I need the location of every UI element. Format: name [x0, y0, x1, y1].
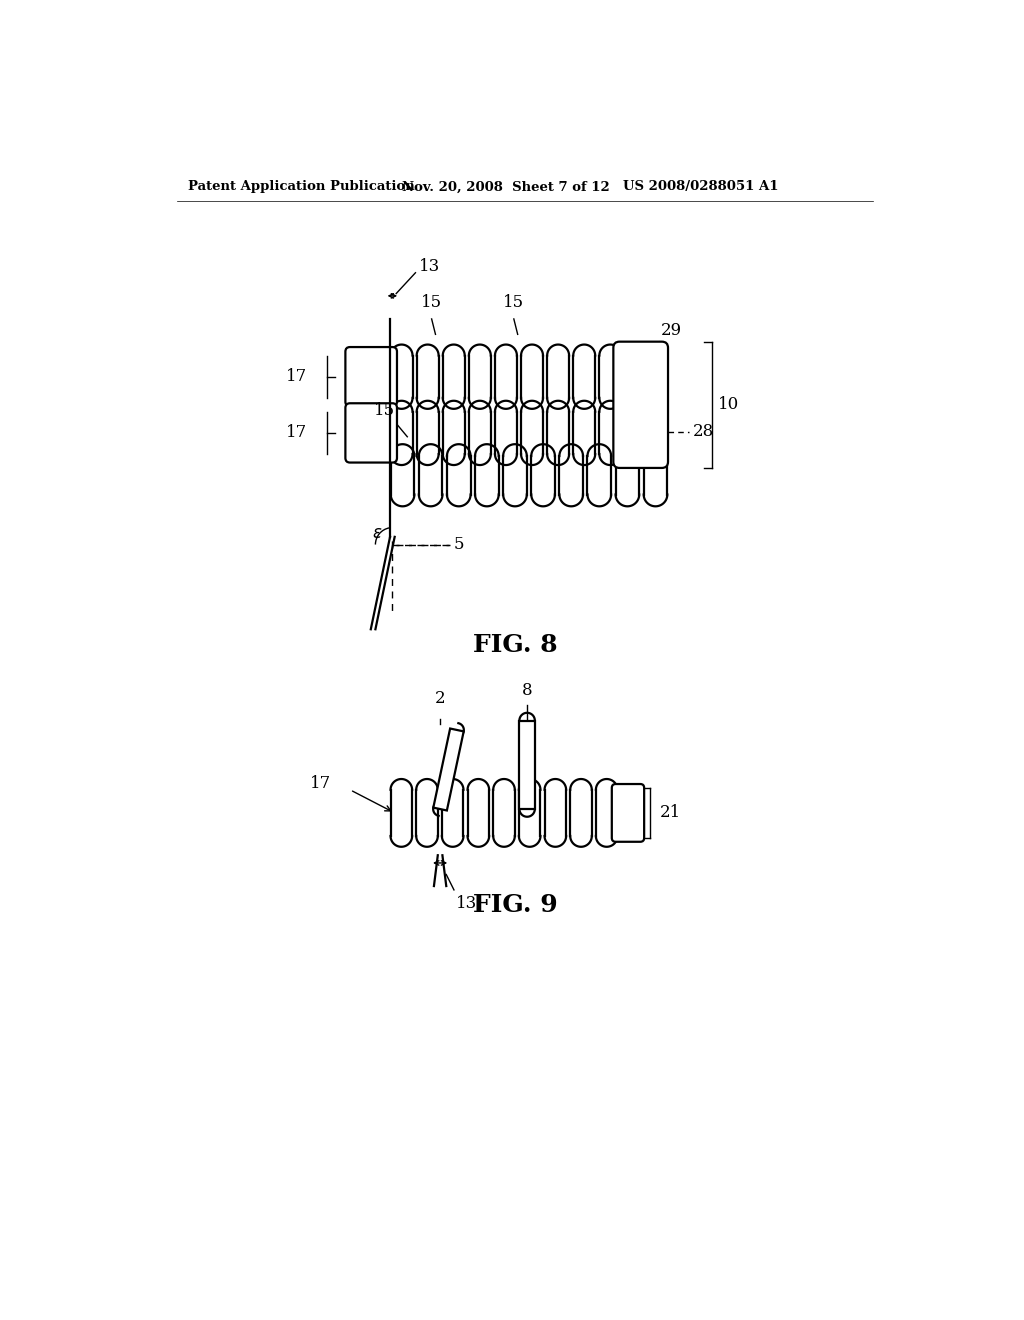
- Text: 17: 17: [287, 368, 307, 385]
- Text: 29: 29: [660, 322, 682, 339]
- Text: US 2008/0288051 A1: US 2008/0288051 A1: [624, 181, 779, 194]
- Text: 10: 10: [718, 396, 739, 413]
- FancyBboxPatch shape: [345, 404, 397, 462]
- Text: 15: 15: [503, 294, 524, 312]
- FancyBboxPatch shape: [611, 784, 644, 842]
- FancyBboxPatch shape: [345, 347, 397, 407]
- FancyBboxPatch shape: [613, 342, 668, 469]
- Text: 15: 15: [421, 294, 442, 312]
- Text: FIG. 9: FIG. 9: [473, 894, 558, 917]
- Polygon shape: [433, 729, 464, 810]
- Text: 15: 15: [374, 403, 395, 418]
- Polygon shape: [519, 721, 535, 809]
- Text: 17: 17: [287, 425, 307, 441]
- Text: FIG. 8: FIG. 8: [473, 632, 558, 656]
- Text: 21: 21: [659, 804, 681, 821]
- Text: 13: 13: [456, 895, 477, 912]
- Text: 2: 2: [435, 690, 445, 708]
- Text: 8: 8: [522, 682, 532, 700]
- Text: 5: 5: [454, 536, 465, 553]
- Text: 13: 13: [419, 259, 440, 275]
- Text: 28: 28: [692, 424, 714, 441]
- Text: $\varepsilon$: $\varepsilon$: [372, 524, 382, 543]
- Text: Patent Application Publication: Patent Application Publication: [188, 181, 415, 194]
- Text: 17: 17: [309, 775, 331, 792]
- Text: Nov. 20, 2008  Sheet 7 of 12: Nov. 20, 2008 Sheet 7 of 12: [401, 181, 609, 194]
